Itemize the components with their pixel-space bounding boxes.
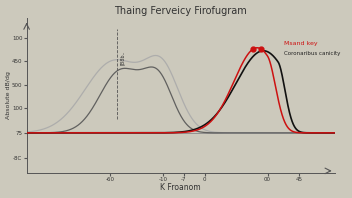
Y-axis label: Absolute dB/dg: Absolute dB/dg: [6, 71, 11, 119]
Text: Coronaribus canicity: Coronaribus canicity: [284, 51, 341, 56]
X-axis label: K Froanom: K Froanom: [160, 183, 201, 192]
Text: [B8b..: [B8b..: [120, 50, 125, 65]
Title: Thaing Ferveicy Firofugram: Thaing Ferveicy Firofugram: [114, 6, 247, 16]
Text: Msand key: Msand key: [284, 41, 318, 46]
